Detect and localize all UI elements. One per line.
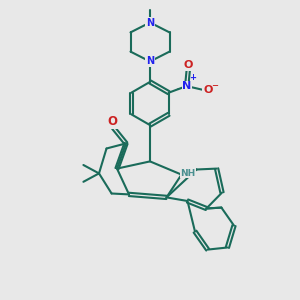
Text: N: N: [182, 81, 191, 91]
Text: N: N: [146, 17, 154, 28]
Text: +: +: [189, 73, 196, 82]
Text: O: O: [184, 60, 193, 70]
Text: O: O: [203, 85, 212, 95]
Text: N: N: [146, 56, 154, 67]
Text: −: −: [212, 81, 218, 90]
Text: O: O: [108, 115, 118, 128]
Text: NH: NH: [181, 169, 196, 178]
